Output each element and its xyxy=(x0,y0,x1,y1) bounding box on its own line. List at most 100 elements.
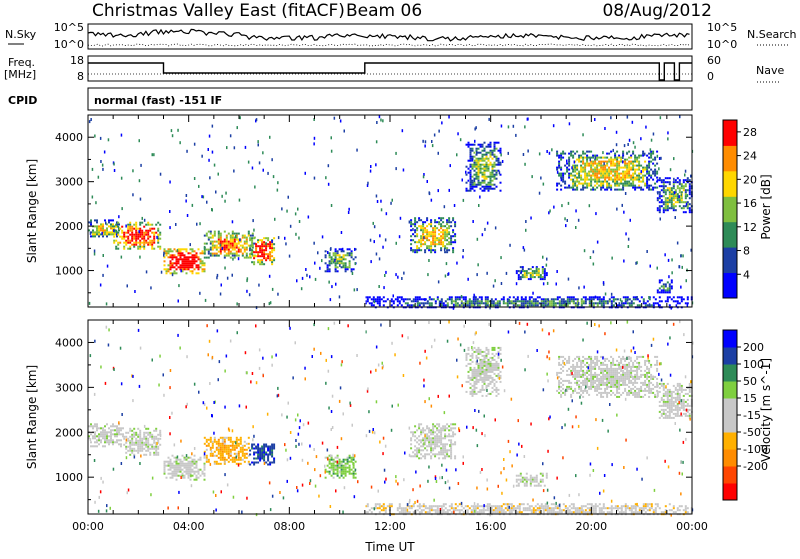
power-echo-cell xyxy=(498,158,500,160)
velocity-echo-cell xyxy=(574,372,576,374)
power-scatter-point xyxy=(543,183,545,186)
power-echo-cell xyxy=(176,262,178,264)
power-scatter-point xyxy=(281,207,283,210)
velocity-echo-cell xyxy=(466,357,468,359)
power-echo-cell xyxy=(689,197,691,199)
power-echo-cell xyxy=(600,165,602,167)
power-echo-cell xyxy=(339,256,341,258)
velocity-echo-cell xyxy=(343,465,345,467)
velocity-echo-cell xyxy=(246,449,248,451)
power-echo-cell xyxy=(259,261,261,263)
velocity-echo-cell xyxy=(96,423,98,425)
power-scatter-point xyxy=(94,250,96,253)
power-echo-cell xyxy=(446,251,448,253)
power-scatter-point xyxy=(484,228,486,231)
power-echo-cell xyxy=(424,241,426,243)
velocity-echo-cell xyxy=(442,445,444,447)
power-echo-cell xyxy=(567,300,569,302)
power-echo-cell xyxy=(480,144,482,146)
power-scatter-point xyxy=(169,226,171,229)
power-echo-cell xyxy=(186,268,188,270)
velocity-echo-cell xyxy=(478,357,480,359)
velocity-echo-cell xyxy=(424,439,426,441)
velocity-echo-cell xyxy=(257,462,259,464)
power-echo-cell xyxy=(267,255,269,257)
power-echo-cell xyxy=(612,161,614,163)
power-echo-cell xyxy=(420,225,422,227)
velocity-echo-cell xyxy=(608,368,610,370)
power-echo-cell xyxy=(490,186,492,188)
power-scatter-point xyxy=(258,284,260,287)
power-scatter-point xyxy=(321,259,323,262)
power-echo-cell xyxy=(679,205,681,207)
velocity-echo-cell xyxy=(484,359,486,361)
velocity-echo-cell xyxy=(125,448,127,450)
velocity-echo-cell xyxy=(476,387,478,389)
power-echo-cell xyxy=(92,231,94,233)
power-scatter-point xyxy=(482,233,484,236)
velocity-echo-cell xyxy=(604,376,606,378)
power-echo-cell xyxy=(632,163,634,165)
velocity-echo-cell xyxy=(490,393,492,395)
power-echo-cell xyxy=(656,177,658,179)
power-echo-cell xyxy=(623,296,625,298)
power-colorbar-segment xyxy=(723,273,737,299)
velocity-echo-cell xyxy=(446,451,448,453)
power-scatter-point xyxy=(245,146,247,149)
velocity-echo-cell xyxy=(442,425,444,427)
velocity-echo-cell xyxy=(600,364,602,366)
power-scatter-point xyxy=(296,279,298,282)
power-echo-cell xyxy=(558,167,560,169)
velocity-echo-cell xyxy=(494,355,496,357)
velocity-echo-cell xyxy=(576,366,578,368)
power-echo-cell xyxy=(538,272,540,274)
velocity-echo-cell xyxy=(139,430,141,432)
velocity-echo-cell xyxy=(108,431,110,433)
velocity-echo-cell xyxy=(478,349,480,351)
power-echo-cell xyxy=(681,185,683,187)
velocity-echo-cell xyxy=(436,423,438,425)
power-echo-cell xyxy=(428,231,430,233)
velocity-echo-cell xyxy=(108,443,110,445)
power-scatter-point xyxy=(402,129,404,132)
velocity-echo-cell xyxy=(224,449,226,451)
power-echo-cell xyxy=(426,237,428,239)
power-echo-cell xyxy=(632,173,634,175)
velocity-echo-cell xyxy=(454,433,456,435)
power-echo-cell xyxy=(566,169,568,171)
power-echo-cell xyxy=(331,262,333,264)
power-echo-cell xyxy=(403,298,405,300)
power-echo-cell xyxy=(472,144,474,146)
velocity-echo-cell xyxy=(570,366,572,368)
velocity-echo-cell xyxy=(574,370,576,372)
power-echo-cell xyxy=(626,175,628,177)
velocity-echo-cell xyxy=(594,374,596,376)
power-scatter-point xyxy=(239,199,241,202)
power-echo-cell xyxy=(421,302,423,304)
power-echo-cell xyxy=(496,160,498,162)
power-echo-cell xyxy=(636,175,638,177)
velocity-echo-cell xyxy=(230,453,232,455)
power-echo-cell xyxy=(669,283,671,285)
velocity-echo-cell xyxy=(518,479,520,481)
power-echo-cell xyxy=(149,240,151,242)
power-echo-cell xyxy=(622,151,624,153)
velocity-echo-cell xyxy=(196,475,198,477)
power-echo-cell xyxy=(329,252,331,254)
velocity-echo-cell xyxy=(584,380,586,382)
velocity-echo-cell xyxy=(216,447,218,449)
power-echo-cell xyxy=(622,185,624,187)
power-echo-cell xyxy=(329,260,331,262)
velocity-echo-cell xyxy=(206,439,208,441)
power-ylabel: Slant Range [km] xyxy=(25,159,39,263)
power-echo-cell xyxy=(149,230,151,232)
velocity-echo-cell xyxy=(426,435,428,437)
velocity-echo-cell xyxy=(606,374,608,376)
power-scatter-point xyxy=(602,151,604,154)
power-echo-cell xyxy=(186,258,188,260)
velocity-echo-cell xyxy=(486,375,488,377)
velocity-echo-cell xyxy=(226,437,228,439)
power-echo-cell xyxy=(584,187,586,189)
power-echo-cell xyxy=(204,249,206,251)
velocity-echo-cell xyxy=(564,380,566,382)
